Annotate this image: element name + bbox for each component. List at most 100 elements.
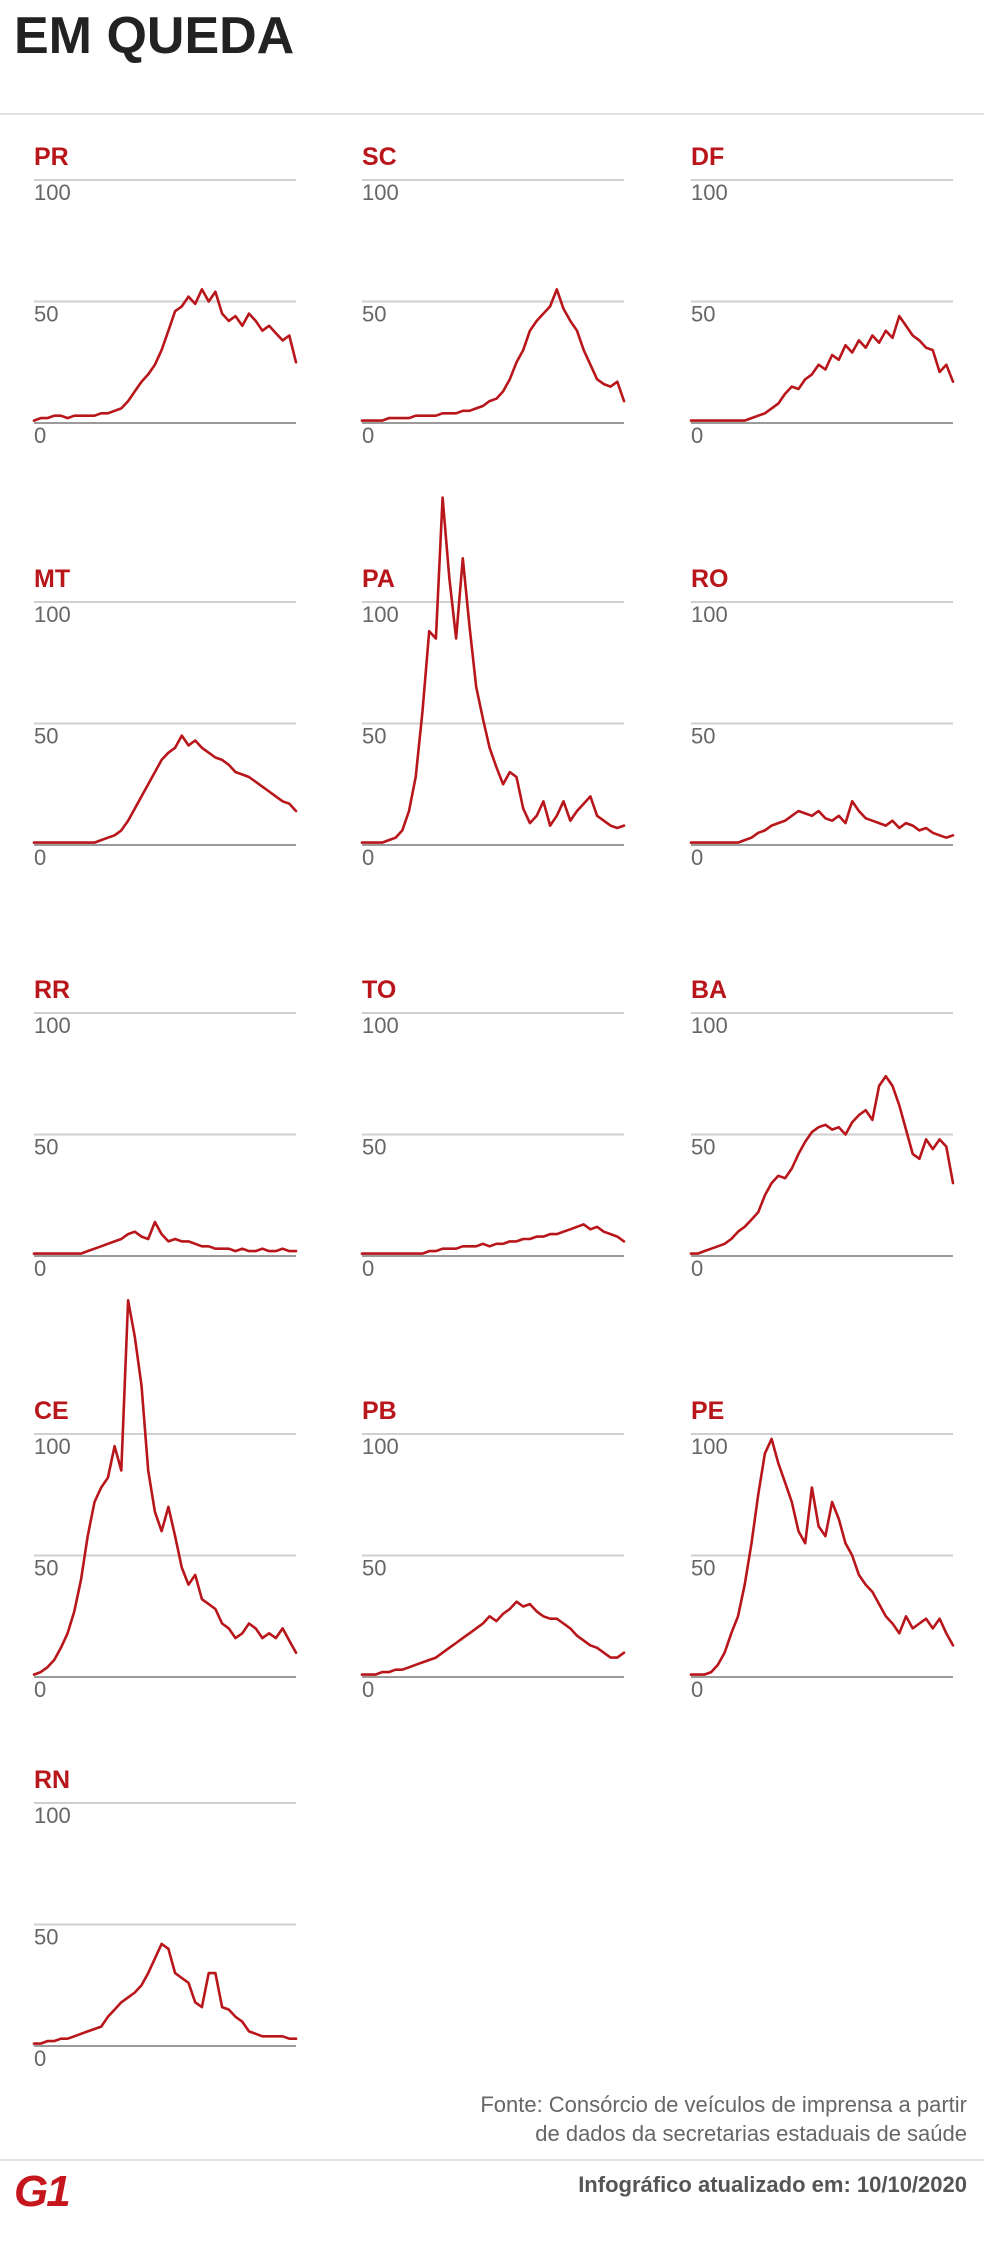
chart-plot: 100 50 0 <box>360 179 626 448</box>
series-line <box>32 734 298 844</box>
y-tick-label: 100 <box>691 1434 728 1459</box>
updated-date: Infográfico atualizado em: 10/10/2020 <box>578 2172 967 2197</box>
y-tick-label: 50 <box>34 302 58 327</box>
y-tick-label: 0 <box>362 423 374 448</box>
y-tick-label: 50 <box>362 1556 386 1581</box>
source-line-1: Fonte: Consórcio de veículos de imprensa… <box>480 2092 967 2117</box>
chart-panel-df: DF 100 50 0 <box>689 143 955 448</box>
chart-plot: 100 50 0 <box>32 179 298 448</box>
y-tick-label: 0 <box>362 845 374 870</box>
chart-panel-sc: SC 100 50 0 <box>360 143 626 448</box>
y-tick-label: 0 <box>362 1677 374 1702</box>
y-tick-label: 100 <box>34 602 71 627</box>
y-tick-label: 50 <box>691 302 715 327</box>
chart-plot: 100 50 0 <box>32 1012 298 1281</box>
y-tick-label: 100 <box>34 1434 71 1459</box>
chart-plot: 100 50 0 <box>360 1012 626 1281</box>
series-line <box>689 1074 955 1255</box>
series-line <box>360 1600 626 1676</box>
series-line <box>32 288 298 422</box>
chart-panel-ba: BA 100 50 0 <box>689 976 955 1281</box>
y-tick-label: 50 <box>34 1556 58 1581</box>
chart-panel-ce: CE 100 50 0 <box>32 1299 298 1702</box>
chart-panel-ro: RO 100 50 0 <box>689 565 955 870</box>
y-tick-label: 100 <box>34 1013 71 1038</box>
chart-title: CE <box>34 1397 69 1425</box>
y-tick-label: 100 <box>34 180 71 205</box>
chart-title: DF <box>691 143 725 171</box>
chart-title: PE <box>691 1397 725 1425</box>
y-tick-label: 0 <box>34 1677 46 1702</box>
series-line <box>360 496 626 844</box>
y-tick-label: 0 <box>362 1256 374 1281</box>
y-tick-label: 100 <box>362 180 399 205</box>
series-line <box>32 1220 298 1255</box>
chart-title: MT <box>34 565 71 593</box>
source-line-2: de dados da secretarias estaduais de saú… <box>535 2121 967 2146</box>
y-tick-label: 50 <box>34 1925 58 1950</box>
y-tick-label: 100 <box>691 1013 728 1038</box>
series-line <box>32 1942 298 2045</box>
y-tick-label: 0 <box>34 2046 46 2071</box>
chart-plot: 100 50 0 <box>360 496 626 870</box>
series-line <box>32 1299 298 1676</box>
series-line <box>360 288 626 422</box>
chart-title: PB <box>362 1397 397 1425</box>
y-tick-label: 50 <box>691 1556 715 1581</box>
y-tick-label: 50 <box>34 724 58 749</box>
y-tick-label: 0 <box>34 423 46 448</box>
y-tick-label: 0 <box>34 845 46 870</box>
chart-title: RN <box>34 1766 71 1794</box>
chart-title: SC <box>362 143 397 171</box>
y-tick-label: 100 <box>691 180 728 205</box>
chart-title: PR <box>34 143 69 171</box>
series-line <box>689 800 955 844</box>
y-tick-label: 50 <box>34 1135 58 1160</box>
chart-panel-rn: RN 100 50 0 <box>32 1766 298 2071</box>
y-tick-label: 0 <box>691 423 703 448</box>
chart-panel-pe: PE 100 50 0 <box>689 1397 955 1702</box>
chart-plot: 100 50 0 <box>689 179 955 448</box>
y-tick-label: 100 <box>362 1013 399 1038</box>
chart-panel-pa: PA 100 50 0 <box>360 496 626 870</box>
y-tick-label: 50 <box>691 1135 715 1160</box>
y-tick-label: 50 <box>691 724 715 749</box>
y-tick-label: 100 <box>362 602 399 627</box>
y-tick-label: 50 <box>362 724 386 749</box>
page-title: EM QUEDA <box>14 7 295 65</box>
chart-panel-pr: PR 100 50 0 <box>32 143 298 448</box>
chart-plot: 100 50 0 <box>689 1012 955 1281</box>
chart-panel-rr: RR 100 50 0 <box>32 976 298 1281</box>
chart-title: RO <box>691 565 729 593</box>
series-line <box>360 1223 626 1255</box>
source-note: Fonte: Consórcio de veículos de imprensa… <box>480 2090 967 2148</box>
chart-title: PA <box>362 565 395 593</box>
chart-title: TO <box>362 976 397 1004</box>
chart-panel-pb: PB 100 50 0 <box>360 1397 626 1702</box>
chart-title: RR <box>34 976 71 1004</box>
chart-plot: 100 50 0 <box>360 1433 626 1702</box>
chart-title: BA <box>691 976 728 1004</box>
y-tick-label: 0 <box>691 1256 703 1281</box>
g1-logo: G1 <box>14 2167 71 2216</box>
y-tick-label: 100 <box>34 1803 71 1828</box>
y-tick-label: 0 <box>691 845 703 870</box>
chart-plot: 100 50 0 <box>32 1299 298 1702</box>
chart-plot: 100 50 0 <box>32 1802 298 2071</box>
y-tick-label: 100 <box>362 1434 399 1459</box>
y-tick-label: 0 <box>691 1677 703 1702</box>
series-line <box>689 1437 955 1676</box>
y-tick-label: 100 <box>691 602 728 627</box>
chart-plot: 100 50 0 <box>689 1433 955 1702</box>
y-tick-label: 50 <box>362 1135 386 1160</box>
header-divider <box>0 113 984 115</box>
chart-plot: 100 50 0 <box>689 601 955 870</box>
chart-panel-to: TO 100 50 0 <box>360 976 626 1281</box>
footer-divider <box>0 2159 984 2161</box>
series-line <box>689 314 955 422</box>
y-tick-label: 50 <box>362 302 386 327</box>
chart-panel-mt: MT 100 50 0 <box>32 565 298 870</box>
chart-plot: 100 50 0 <box>32 601 298 870</box>
y-tick-label: 0 <box>34 1256 46 1281</box>
